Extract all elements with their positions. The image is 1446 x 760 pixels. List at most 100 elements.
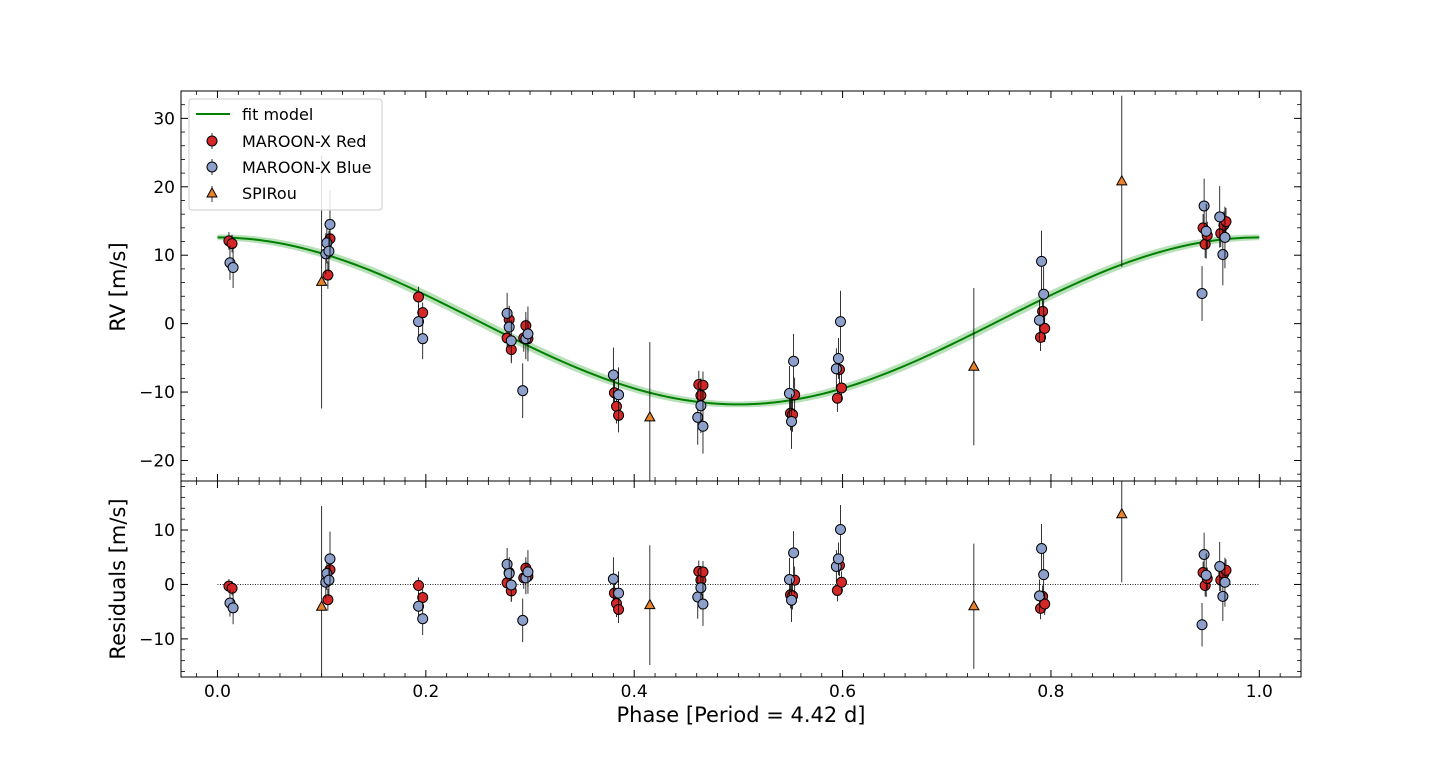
- maroon-x-blue-residual-point-33-marker: [1219, 576, 1231, 588]
- maroon-x-red-rv-point-13-marker: [610, 400, 622, 412]
- spirou-residual-point-2-marker: [968, 599, 980, 611]
- model-line: [217, 236, 1260, 406]
- maroon-x-blue-rv-point-9-marker: [503, 321, 515, 333]
- maroon-x-blue-rv-point-7-marker: [417, 333, 429, 345]
- maroon-x-red-rv-point-17-marker: [697, 379, 709, 391]
- maroon-x-blue-residual-point-7-marker: [417, 613, 429, 625]
- maroon-x-red-residual-point-4-marker: [413, 580, 425, 592]
- maroon-x-blue-rv-point-15-marker: [613, 389, 625, 401]
- x-tick-label: 0.8: [1037, 682, 1064, 702]
- maroon-x-blue-rv-point-17-marker: [695, 400, 707, 412]
- maroon-x-red-residual-point-23-marker: [836, 576, 848, 588]
- maroon-x-blue-residual-point-8-marker: [501, 558, 513, 570]
- maroon-x-blue-residual-point-23-marker: [832, 553, 844, 565]
- x-tick-label: 0.0: [204, 682, 231, 702]
- maroon-x-blue-residual-point-32-marker: [1217, 590, 1229, 602]
- model-uncertainty-band: [217, 234, 1260, 408]
- spirou-rv-point-2-marker: [968, 360, 980, 371]
- maroon-x-blue-residual-point-11-marker: [517, 614, 529, 626]
- rv-panel: −20 −10 0 10 20 30 RV [m/s]: [106, 90, 1302, 482]
- maroon-x-red-residual-point-1-marker: [226, 582, 238, 594]
- x-tick-label: 0.6: [829, 682, 856, 702]
- spirou-residual-point-0-marker: [315, 600, 328, 611]
- rv-data-points: [223, 95, 1232, 481]
- maroon-x-blue-residual-point-19-marker: [783, 574, 795, 586]
- maroon-x-blue-residual-point-27-marker: [1038, 569, 1050, 581]
- maroon-x-red-rv-point-2-marker: [322, 269, 334, 281]
- y-tick-label: 10: [153, 246, 175, 266]
- maroon-x-blue-rv-point-32-marker: [1217, 249, 1229, 261]
- spirou-rv-point-0-marker: [315, 275, 328, 286]
- maroon-x-blue-residual-point-26-marker: [1036, 543, 1048, 555]
- rv-axis-label: RV [m/s]: [106, 242, 130, 331]
- legend-spirou-label: SPIRou: [242, 184, 297, 203]
- maroon-x-blue-residual-point-20-marker: [786, 594, 798, 606]
- rv-panel-ticks: −20 −10 0 10 20 30: [139, 90, 1301, 481]
- maroon-x-red-rv-point-24-marker: [1035, 331, 1047, 343]
- maroon-x-red-rv-point-1-marker: [226, 238, 238, 250]
- residuals-panel-ticks: 0.0 0.2 0.4 0.6 0.8 1.0 −10 0 10: [139, 481, 1301, 702]
- maroon-x-blue-residual-point-18-marker: [697, 598, 709, 610]
- maroon-x-blue-rv-point-26-marker: [1036, 255, 1048, 267]
- y-tick-label: −10: [139, 383, 175, 403]
- x-tick-label: 0.4: [621, 682, 648, 702]
- spirou-rv-point-3-marker: [1115, 174, 1128, 186]
- maroon-x-blue-residual-point-21-marker: [788, 547, 800, 559]
- legend-blue-marker: [206, 161, 218, 173]
- maroon-x-blue-residual-point-28-marker: [1196, 619, 1208, 631]
- spirou-residual-point-3-marker: [1115, 507, 1128, 519]
- legend: fit model MAROON-X Red MAROON-X Blue SPI…: [188, 98, 383, 211]
- legend-spirou-marker: [206, 186, 218, 198]
- maroon-x-blue-rv-point-25-marker: [1033, 314, 1045, 326]
- maroon-x-blue-residual-point-30-marker: [1200, 569, 1212, 581]
- maroon-x-blue-residual-point-1-marker: [227, 602, 239, 614]
- legend-red-marker: [206, 135, 218, 147]
- residuals-panel: 0.0 0.2 0.4 0.6 0.8 1.0 −10 0 10 Residuals [m/s]: [106, 480, 1302, 702]
- maroon-x-blue-rv-point-31-marker: [1214, 211, 1226, 223]
- model-band-area: [217, 234, 1260, 408]
- maroon-x-blue-rv-point-13-marker: [522, 328, 534, 340]
- legend-blue-label: MAROON-X Blue: [242, 158, 371, 177]
- x-tick-label: 0.2: [412, 682, 439, 702]
- maroon-x-blue-rv-point-10-marker: [505, 335, 517, 347]
- maroon-x-blue-rv-point-22-marker: [830, 363, 842, 375]
- maroon-x-blue-residual-point-17-marker: [695, 582, 707, 594]
- residuals-panel-frame: [180, 480, 1302, 678]
- maroon-x-red-rv-point-21-marker: [831, 392, 843, 404]
- maroon-x-blue-rv-point-28-marker: [1196, 288, 1208, 300]
- maroon-x-blue-residual-point-6-marker: [413, 600, 425, 612]
- maroon-x-blue-rv-point-30-marker: [1200, 225, 1212, 237]
- maroon-x-blue-rv-point-1-marker: [227, 262, 239, 274]
- maroon-x-blue-rv-point-11-marker: [517, 385, 529, 397]
- maroon-x-blue-rv-point-33-marker: [1219, 231, 1231, 243]
- maroon-x-blue-residual-point-24-marker: [834, 523, 846, 535]
- y-tick-label: −20: [139, 451, 175, 471]
- maroon-x-blue-residual-point-4-marker: [323, 574, 335, 586]
- spirou-residual-point-1-marker: [643, 598, 656, 610]
- residual-data-points: [223, 481, 1232, 677]
- maroon-x-blue-rv-point-27-marker: [1038, 288, 1050, 300]
- x-axis-label: Phase [Period = 4.42 d]: [617, 703, 866, 727]
- maroon-x-red-rv-point-28-marker: [1199, 238, 1211, 250]
- y-tick-label: −10: [139, 630, 175, 650]
- maroon-x-blue-rv-point-14-marker: [607, 369, 619, 381]
- y-tick-label: 20: [153, 178, 175, 198]
- maroon-x-blue-rv-point-21-marker: [788, 355, 800, 367]
- maroon-x-blue-residual-point-25-marker: [1033, 590, 1045, 602]
- maroon-x-blue-rv-point-19-marker: [783, 387, 795, 399]
- maroon-x-blue-residual-point-10-marker: [505, 579, 517, 591]
- maroon-x-red-residual-point-17-marker: [697, 566, 709, 578]
- maroon-x-blue-rv-point-6-marker: [413, 316, 425, 328]
- y-tick-label: 10: [153, 521, 175, 541]
- maroon-x-red-residual-point-2-marker: [322, 594, 334, 606]
- maroon-x-blue-rv-point-5-marker: [324, 218, 336, 230]
- maroon-x-red-rv-point-23-marker: [836, 382, 848, 394]
- maroon-x-blue-residual-point-31-marker: [1214, 560, 1226, 572]
- maroon-x-blue-rv-point-18-marker: [697, 420, 709, 432]
- x-tick-label: 1.0: [1246, 682, 1273, 702]
- legend-fit-model-label: fit model: [242, 105, 313, 124]
- maroon-x-blue-rv-point-23-marker: [832, 353, 844, 365]
- maroon-x-blue-residual-point-13-marker: [522, 566, 534, 578]
- maroon-x-blue-residual-point-14-marker: [607, 573, 619, 585]
